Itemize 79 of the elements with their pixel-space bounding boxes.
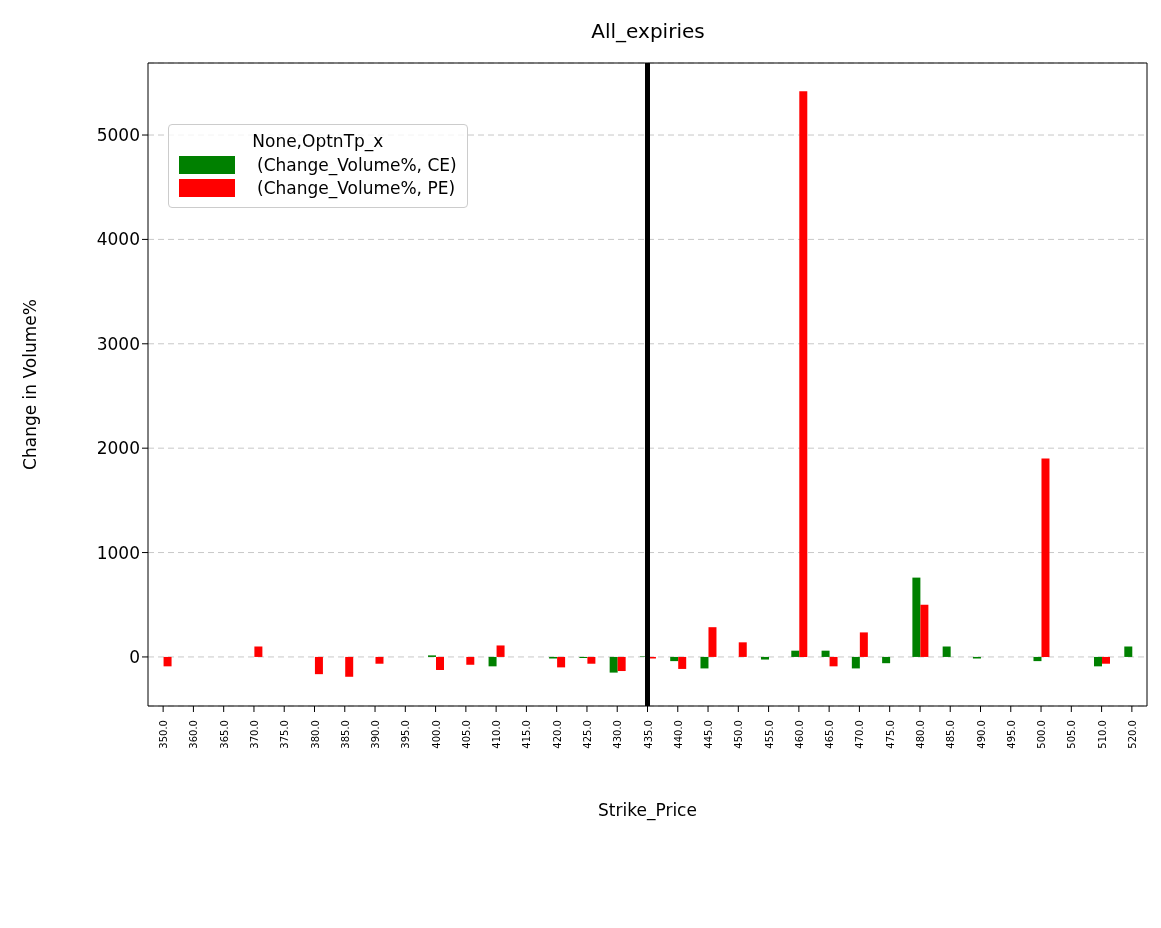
x-axis-title: Strike_Price	[598, 800, 697, 821]
bar	[859, 632, 868, 657]
y-axis-title: Change in Volume%	[20, 299, 41, 470]
x-tick-label: 360.0	[188, 720, 200, 749]
y-tick-label: 5000	[96, 125, 140, 146]
x-tick-label: 490.0	[975, 720, 987, 749]
x-tick-label: 350.0	[158, 720, 170, 749]
x-tick-label: 475.0	[884, 720, 896, 749]
x-tick-label: 485.0	[945, 720, 957, 749]
bar	[942, 646, 951, 657]
bar	[1033, 656, 1042, 662]
bar	[912, 577, 921, 657]
x-tick-label: 460.0	[793, 720, 805, 749]
y-tick-label: 3000	[96, 333, 140, 354]
bar	[1094, 656, 1103, 667]
bar	[375, 656, 384, 664]
bar	[254, 646, 263, 657]
bar	[851, 656, 860, 669]
legend-title: None,OptnTp_x	[251, 131, 385, 151]
bar	[617, 656, 626, 672]
bar	[799, 91, 808, 657]
x-tick-label: 450.0	[733, 720, 745, 749]
legend-label: (Change_Volume%, CE)	[257, 155, 457, 175]
y-tick-label: 2000	[96, 438, 140, 459]
bar	[1102, 656, 1111, 664]
x-tick-label: 505.0	[1066, 720, 1078, 749]
bar	[587, 656, 596, 664]
bar	[821, 650, 830, 657]
x-tick-label: 440.0	[672, 720, 684, 749]
bar	[163, 656, 172, 667]
bar	[700, 656, 709, 669]
bar	[436, 656, 445, 670]
bar	[738, 642, 747, 657]
x-tick-label: 375.0	[279, 720, 291, 749]
bar	[488, 656, 497, 667]
x-tick-label: 520.0	[1126, 720, 1138, 749]
bar	[496, 645, 505, 657]
x-tick-label: 420.0	[551, 720, 563, 749]
x-tick-label: 470.0	[854, 720, 866, 749]
y-tick-label: 4000	[96, 229, 140, 250]
legend-label: (Change_Volume%, PE)	[257, 178, 456, 198]
bar	[670, 656, 679, 662]
x-tick-label: 395.0	[400, 720, 412, 749]
x-tick-label: 425.0	[581, 720, 593, 749]
x-tick-label: 480.0	[914, 720, 926, 749]
x-tick-label: 435.0	[642, 720, 654, 749]
y-tick-label: 0	[129, 646, 140, 667]
x-tick-label: 495.0	[1005, 720, 1017, 749]
x-tick-label: 410.0	[491, 720, 503, 749]
bar	[791, 650, 800, 657]
bar	[345, 656, 354, 677]
x-tick-label: 380.0	[309, 720, 321, 749]
bar	[678, 656, 687, 669]
x-tick-label: 510.0	[1096, 720, 1108, 749]
x-tick-label: 430.0	[612, 720, 624, 749]
bar	[466, 656, 475, 665]
x-tick-label: 500.0	[1036, 720, 1048, 749]
bar	[1041, 458, 1050, 657]
x-tick-label: 400.0	[430, 720, 442, 749]
chart-title: All_expiries	[590, 18, 706, 45]
x-tick-label: 390.0	[370, 720, 382, 749]
x-tick-label: 370.0	[248, 720, 260, 749]
x-tick-label: 365.0	[218, 720, 230, 749]
x-tick-label: 405.0	[460, 720, 472, 749]
bar	[557, 656, 566, 668]
x-tick-label: 465.0	[824, 720, 836, 749]
x-tick-label: 445.0	[703, 720, 715, 749]
bar	[761, 656, 770, 660]
bar	[882, 656, 891, 664]
bar	[609, 656, 618, 673]
x-tick-label: 385.0	[339, 720, 351, 749]
bar	[1124, 646, 1133, 657]
bar	[314, 656, 323, 675]
bar	[708, 627, 717, 657]
bar	[829, 656, 838, 667]
y-tick-label: 1000	[96, 542, 140, 563]
x-tick-label: 415.0	[521, 720, 533, 749]
x-tick-label: 455.0	[763, 720, 775, 749]
bar	[920, 604, 929, 657]
